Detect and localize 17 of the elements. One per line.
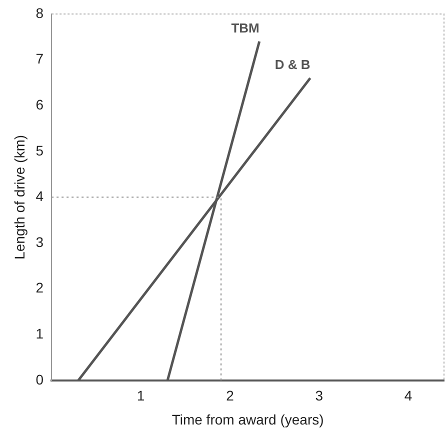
y-axis-title: Length of drive (km) [11, 134, 28, 260]
y-tick-label: 4 [36, 188, 44, 204]
x-axis-title: Time from award (years) [172, 411, 324, 428]
x-tick-label: 4 [404, 388, 412, 404]
y-tick-label: 7 [36, 50, 44, 67]
series-label: TBM [231, 20, 260, 36]
x-tick-label: 2 [226, 388, 234, 404]
y-tick-label: 1 [36, 325, 44, 342]
y-tick-label: 0 [36, 371, 44, 388]
y-tick-label: 8 [36, 4, 44, 21]
y-tick-label: 6 [36, 96, 44, 112]
y-tick-label: 3 [36, 234, 44, 250]
series-label: D & B [274, 57, 310, 72]
y-tick-label: 5 [36, 142, 44, 158]
x-tick-label: 3 [315, 388, 324, 404]
x-tick-label: 1 [136, 388, 145, 404]
y-tick-label: 2 [36, 280, 44, 296]
